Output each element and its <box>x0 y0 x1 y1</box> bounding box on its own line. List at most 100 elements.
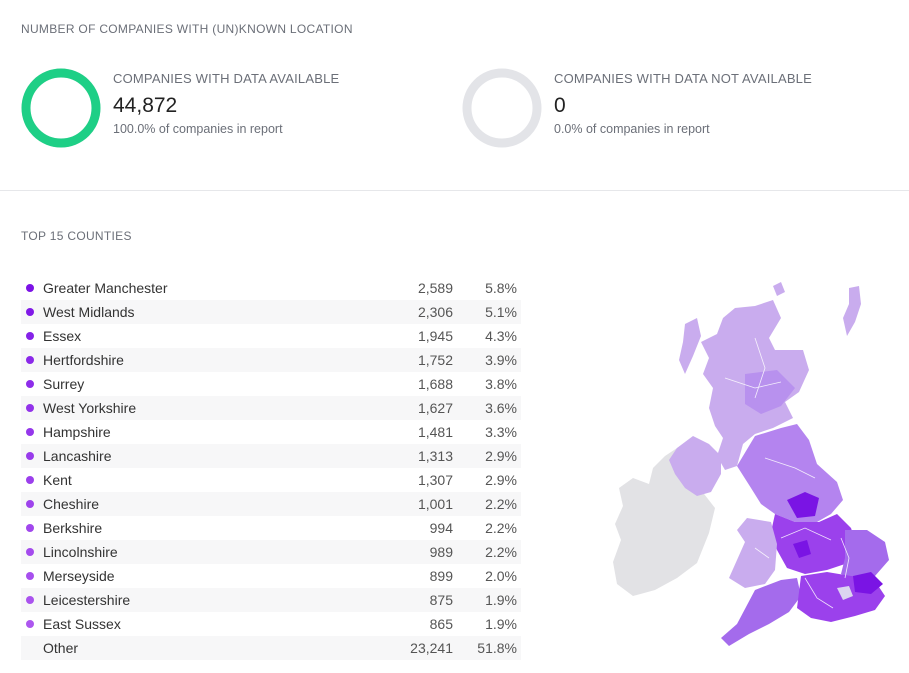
manchester-shape <box>787 492 819 518</box>
donut-track <box>462 68 542 148</box>
county-name: Lincolnshire <box>43 544 118 560</box>
county-row: Leicestershire 875 1.9% <box>21 588 521 612</box>
county-color-dot <box>26 500 34 508</box>
county-share: 51.8% <box>477 640 517 656</box>
east-england-shape <box>841 530 889 580</box>
county-count: 23,241 <box>410 640 453 656</box>
county-name: Berkshire <box>43 520 103 536</box>
county-count: 1,307 <box>417 472 453 488</box>
county-color-dot <box>26 428 34 436</box>
county-name: Essex <box>43 328 82 344</box>
county-name: Other <box>43 640 79 656</box>
county-count: 875 <box>429 592 453 608</box>
county-table: Greater Manchester 2,589 5.8% West Midlands… <box>21 276 521 660</box>
donut-arc <box>21 68 101 148</box>
county-color-dot <box>26 308 34 316</box>
county-count: 994 <box>429 520 453 536</box>
county-share: 2.2% <box>485 520 517 536</box>
county-count: 1,688 <box>417 376 453 392</box>
section-title-counties: TOP 15 COUNTIES <box>21 229 132 243</box>
county-color-dot <box>26 596 34 604</box>
uk-ireland-map-icon <box>613 282 889 646</box>
county-name: Surrey <box>43 376 85 392</box>
county-count: 1,627 <box>417 400 453 416</box>
county-color-dot <box>26 620 34 628</box>
county-row: Other 23,241 51.8% <box>21 636 521 660</box>
western-isles-shape <box>679 318 701 374</box>
county-row: Greater Manchester 2,589 5.8% <box>21 276 521 300</box>
county-share: 3.3% <box>485 424 517 440</box>
county-color-dot <box>26 452 34 460</box>
section-divider <box>0 190 909 191</box>
county-row: West Yorkshire 1,627 3.6% <box>21 396 521 420</box>
scotland-inner-shape <box>745 370 795 414</box>
donut-available <box>21 68 101 148</box>
county-row: Berkshire 994 2.2% <box>21 516 521 540</box>
county-count: 1,001 <box>417 496 453 512</box>
county-count: 865 <box>429 616 453 632</box>
county-name: West Yorkshire <box>43 400 137 416</box>
county-share: 2.0% <box>485 568 517 584</box>
county-share: 5.8% <box>485 280 517 296</box>
county-row: Lincolnshire 989 2.2% <box>21 540 521 564</box>
county-name: West Midlands <box>43 304 135 320</box>
county-name: Kent <box>43 472 72 488</box>
county-row: Merseyside 899 2.0% <box>21 564 521 588</box>
county-row: West Midlands 2,306 5.1% <box>21 300 521 324</box>
wales-shape <box>729 518 777 588</box>
donut-unavailable <box>462 68 542 148</box>
county-name: Hertfordshire <box>43 352 124 368</box>
county-share: 3.8% <box>485 376 517 392</box>
county-color-dot <box>26 524 34 532</box>
north-england-shape <box>737 424 843 522</box>
county-count: 2,589 <box>417 280 453 296</box>
county-row: Cheshire 1,001 2.2% <box>21 492 521 516</box>
essex-shape <box>853 572 883 594</box>
county-row: Lancashire 1,313 2.9% <box>21 444 521 468</box>
county-row: Surrey 1,688 3.8% <box>21 372 521 396</box>
county-count: 989 <box>429 544 453 560</box>
county-share: 2.9% <box>485 448 517 464</box>
county-share: 5.1% <box>485 304 517 320</box>
county-share: 2.9% <box>485 472 517 488</box>
county-name: Leicestershire <box>43 592 131 608</box>
county-share: 3.6% <box>485 400 517 416</box>
county-color-dot <box>26 332 34 340</box>
stat-label: COMPANIES WITH DATA AVAILABLE <box>113 71 340 86</box>
county-color-dot <box>26 380 34 388</box>
county-share: 2.2% <box>485 496 517 512</box>
county-name: Merseyside <box>43 568 115 584</box>
west-midlands-shape <box>793 540 811 558</box>
county-name: Hampshire <box>43 424 111 440</box>
county-color-dot <box>26 404 34 412</box>
county-count: 1,945 <box>417 328 453 344</box>
county-share: 4.3% <box>485 328 517 344</box>
county-name: Cheshire <box>43 496 100 512</box>
county-share: 2.2% <box>485 544 517 560</box>
county-row: Hampshire 1,481 3.3% <box>21 420 521 444</box>
stat-percent: 0.0% of companies in report <box>554 122 710 136</box>
northern-ireland-shape <box>669 436 721 496</box>
orkney-shape <box>773 282 785 296</box>
county-count: 1,752 <box>417 352 453 368</box>
county-color-dot <box>26 548 34 556</box>
county-count: 1,481 <box>417 424 453 440</box>
county-row: East Sussex 865 1.9% <box>21 612 521 636</box>
london-shape <box>837 586 853 600</box>
section-title-location: NUMBER OF COMPANIES WITH (UN)KNOWN LOCAT… <box>21 22 353 36</box>
stat-percent: 100.0% of companies in report <box>113 122 283 136</box>
county-color-dot <box>26 356 34 364</box>
county-count: 899 <box>429 568 453 584</box>
county-share: 3.9% <box>485 352 517 368</box>
stat-value: 44,872 <box>113 94 178 117</box>
south-west-shape <box>721 578 801 646</box>
county-borders <box>724 337 850 609</box>
stat-label: COMPANIES WITH DATA NOT AVAILABLE <box>554 71 812 86</box>
county-row: Essex 1,945 4.3% <box>21 324 521 348</box>
stat-value: 0 <box>554 94 566 117</box>
midlands-shape <box>771 514 857 574</box>
county-count: 1,313 <box>417 448 453 464</box>
county-name: East Sussex <box>43 616 121 632</box>
county-row: Kent 1,307 2.9% <box>21 468 521 492</box>
county-color-dot <box>26 476 34 484</box>
